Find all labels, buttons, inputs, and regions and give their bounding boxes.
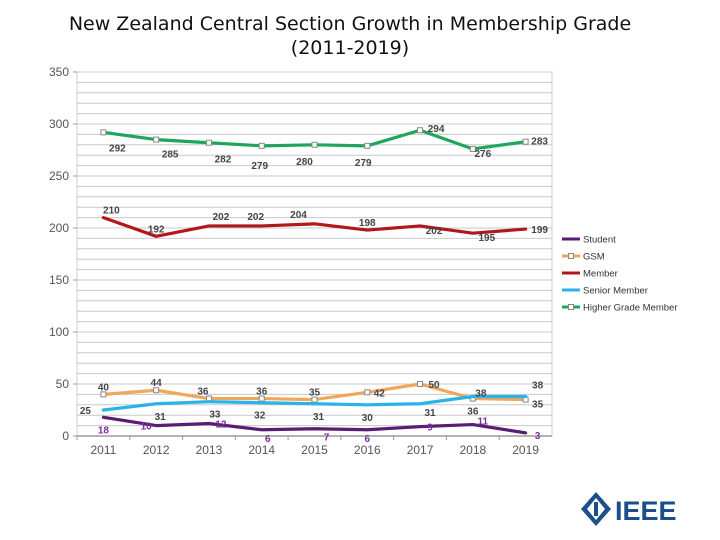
data-label-higher-grade-member: 292 [109, 143, 126, 154]
data-label-gsm: 36 [197, 387, 209, 398]
ieee-logo-text: IEEE [615, 496, 677, 526]
data-point-gsm [258, 395, 265, 402]
x-tick-label: 2013 [196, 443, 223, 457]
data-label-senior-member: 32 [254, 411, 266, 422]
data-label-higher-grade-member: 282 [215, 155, 232, 166]
data-label-student: 12 [215, 420, 227, 431]
plot-area [76, 71, 553, 437]
series-line-senior-member [101, 394, 528, 412]
data-label-gsm: 35 [532, 400, 544, 411]
y-tick-label: 350 [49, 65, 69, 79]
data-label-student: 3 [535, 431, 541, 442]
data-point-gsm [417, 381, 424, 387]
data-label-student: 7 [324, 433, 330, 444]
data-label-member: 198 [359, 218, 376, 229]
data-point-higher-grade-member [311, 141, 318, 148]
legend-marker-higher-grade-member [568, 304, 574, 310]
y-tick-label: 50 [56, 377, 70, 391]
x-tick-label: 2011 [90, 443, 116, 457]
data-label-gsm: 42 [374, 388, 386, 399]
data-label-member: 210 [103, 206, 120, 217]
data-label-member: 202 [213, 212, 230, 223]
legend-label-higher-grade-member: Higher Grade Member [583, 303, 678, 314]
data-label-gsm: 50 [428, 380, 440, 391]
title-line-1: New Zealand Central Section Growth in Me… [68, 13, 632, 35]
data-label-gsm: 36 [467, 407, 479, 418]
data-label-student: 6 [265, 434, 271, 445]
data-label-gsm: 44 [151, 378, 163, 389]
data-label-member: 204 [290, 210, 307, 221]
data-label-senior-member: 30 [362, 413, 374, 424]
x-tick-label: 2019 [512, 443, 539, 457]
data-point-gsm [364, 389, 371, 396]
legend-label-senior-member: Senior Member [583, 286, 648, 297]
data-label-member: 202 [426, 226, 443, 237]
data-label-higher-grade-member: 276 [474, 149, 491, 160]
data-label-member: 192 [148, 224, 165, 235]
data-label-student: 10 [141, 422, 153, 433]
data-label-member: 195 [478, 233, 495, 244]
series-line-member [101, 216, 528, 238]
legend-label-member: Member [583, 269, 618, 280]
data-label-senior-member: 33 [209, 410, 221, 421]
title-line-2: (2011-2019) [290, 37, 410, 59]
data-label-gsm: 36 [256, 387, 268, 398]
ieee-logo: IEEE [580, 490, 690, 528]
data-label-student: 9 [427, 423, 433, 434]
data-label-higher-grade-member: 280 [296, 157, 313, 168]
data-label-higher-grade-member: 279 [251, 161, 268, 172]
data-label-senior-member: 38 [475, 388, 487, 399]
data-label-student: 18 [98, 425, 110, 436]
data-label-senior-member: 31 [424, 408, 436, 419]
data-point-higher-grade-member [258, 142, 265, 149]
data-point-higher-grade-member [417, 127, 424, 134]
data-label-senior-member: 31 [313, 412, 325, 423]
data-point-higher-grade-member [100, 129, 107, 136]
data-point-higher-grade-member [522, 138, 529, 145]
data-label-senior-member: 31 [155, 412, 167, 423]
x-tick-label: 2018 [459, 443, 486, 457]
data-point-gsm [311, 396, 318, 403]
x-tick-label: 2015 [301, 443, 328, 457]
x-tick-label: 2017 [407, 443, 434, 457]
x-tick-label: 2012 [143, 443, 170, 457]
data-point-higher-grade-member [205, 139, 212, 146]
data-label-gsm: 35 [309, 388, 321, 399]
y-tick-label: 150 [49, 273, 69, 287]
data-label-member: 202 [247, 212, 264, 223]
data-point-gsm [153, 387, 160, 394]
data-label-gsm: 40 [98, 382, 110, 393]
data-label-senior-member: 38 [532, 380, 544, 391]
data-label-member: 199 [531, 225, 548, 236]
ieee-diamond-icon [581, 492, 611, 526]
y-tick-label: 300 [49, 117, 69, 131]
data-label-higher-grade-member: 283 [531, 137, 548, 148]
legend-label-gsm: GSM [583, 252, 605, 263]
data-label-senior-member: 25 [80, 406, 92, 417]
x-tick-label: 2014 [248, 443, 275, 457]
data-label-higher-grade-member: 285 [162, 150, 179, 161]
data-label-student: 11 [478, 417, 489, 428]
data-label-higher-grade-member: 279 [355, 158, 372, 169]
data-point-higher-grade-member [364, 142, 371, 149]
y-tick-label: 200 [49, 221, 69, 235]
data-label-higher-grade-member: 294 [428, 124, 445, 135]
chart-title: New Zealand Central Section Growth in Me… [40, 12, 660, 60]
data-point-higher-grade-member [153, 136, 160, 143]
series-line-student [101, 415, 528, 435]
legend-label-student: Student [583, 235, 616, 246]
data-point-higher-grade-member [469, 145, 476, 152]
y-tick-label: 0 [62, 429, 69, 443]
y-tick-label: 250 [49, 169, 69, 183]
legend-marker-gsm [568, 253, 574, 259]
data-point-gsm [100, 391, 107, 398]
x-tick-label: 2016 [354, 443, 381, 457]
data-label-student: 6 [364, 434, 370, 445]
y-tick-label: 100 [49, 325, 69, 339]
chart-area: 0 50 100 150 200 250 300 350 2011 2012 2013 2014 201… [49, 65, 678, 457]
